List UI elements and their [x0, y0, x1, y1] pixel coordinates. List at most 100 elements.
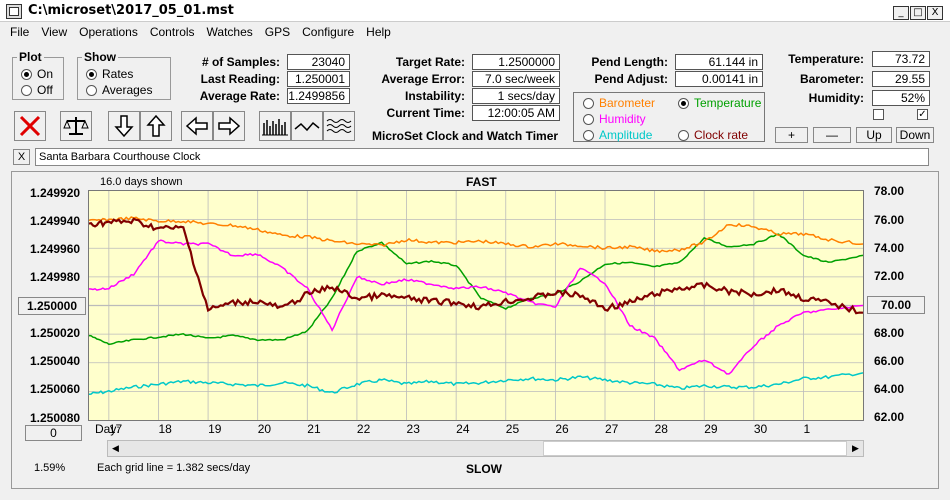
- temperature-option-label: Temperature: [694, 96, 762, 110]
- series-barometer: [88, 216, 864, 254]
- scroll-left-button[interactable]: [181, 111, 213, 141]
- scroll-right-arrow-icon[interactable]: ▶: [852, 443, 859, 453]
- plot-off-radio[interactable]: Off: [21, 82, 63, 98]
- checkbox-checked[interactable]: ✓: [917, 109, 928, 120]
- radio-empty-icon: [678, 129, 689, 141]
- chart-svg: [88, 191, 864, 420]
- show-rates-label: Rates: [102, 67, 134, 81]
- center-env-button[interactable]: 70.00: [867, 296, 925, 314]
- days-shown-label: 16.0 days shown: [100, 176, 183, 188]
- stop-button[interactable]: [14, 111, 46, 141]
- clear-watch-button[interactable]: X: [13, 149, 30, 165]
- wave-graph-button[interactable]: [323, 111, 355, 141]
- left-tick-label: 1.249980: [30, 270, 81, 284]
- minimize-button[interactable]: _: [893, 6, 909, 20]
- maximize-button[interactable]: □: [910, 6, 926, 20]
- scrollbar-thumb[interactable]: [543, 441, 847, 456]
- bar-graph-button[interactable]: [259, 111, 291, 141]
- show-rates-radio[interactable]: Rates: [86, 66, 170, 82]
- left-tick-label: 1.250040: [30, 354, 81, 368]
- close-button[interactable]: X: [927, 6, 943, 20]
- arrow-right-icon: [218, 116, 241, 136]
- line-graph-button[interactable]: [291, 111, 323, 141]
- right-tick-label: 72.00: [874, 269, 905, 283]
- amplitude-option-label: Amplitude: [599, 128, 653, 142]
- menu-help[interactable]: Help: [366, 25, 391, 39]
- center-rate-button[interactable]: 1.250000: [18, 297, 86, 315]
- menu-watches[interactable]: Watches: [206, 25, 253, 39]
- plus-button[interactable]: +: [775, 127, 808, 143]
- temperature-option[interactable]: Temperature: [678, 95, 761, 111]
- day-axis-label: Day:: [95, 422, 120, 436]
- barometer-option[interactable]: Barometer: [583, 95, 655, 111]
- down-button[interactable]: Down: [896, 127, 934, 143]
- day-tick-label: 23: [406, 422, 420, 436]
- bar-graph-icon: [262, 119, 288, 136]
- day-tick-label: 18: [158, 422, 172, 436]
- menu-view[interactable]: View: [41, 25, 68, 39]
- pend-adjust-label: Pend Adjust:: [594, 72, 668, 86]
- average-rate-value: 1.2499856: [287, 88, 350, 104]
- left-tick-label: 1.249920: [30, 186, 81, 200]
- minus-button[interactable]: —: [813, 127, 851, 143]
- menu-file[interactable]: File: [10, 25, 30, 39]
- right-tick-label: 78.00: [874, 184, 905, 198]
- app-subtitle: MicroSet Clock and Watch Timer: [372, 129, 559, 143]
- average-error-value: 7.0 sec/week: [472, 71, 560, 87]
- menu-bar: File View Operations Controls Watches GP…: [0, 22, 950, 42]
- menu-operations[interactable]: Operations: [79, 25, 138, 39]
- watch-name-field[interactable]: Santa Barbara Courthouse Clock: [35, 148, 929, 166]
- target-rate-value: 1.2500000: [472, 54, 560, 70]
- amplitude-option[interactable]: Amplitude: [583, 127, 652, 143]
- show-averages-label: Averages: [102, 83, 153, 97]
- samples-label: # of Samples:: [201, 55, 280, 69]
- temperature-label: Temperature:: [788, 52, 864, 66]
- menu-controls[interactable]: Controls: [149, 25, 195, 39]
- show-group-legend: Show: [84, 50, 116, 64]
- humidity-option[interactable]: Humidity: [583, 111, 646, 127]
- pend-length-value: 61.144 in: [675, 54, 763, 70]
- show-averages-radio[interactable]: Averages: [86, 82, 170, 98]
- radio-empty-icon: [86, 84, 97, 96]
- series-temperature: [88, 233, 864, 346]
- zero-button[interactable]: 0: [25, 425, 82, 441]
- series-humidity: [88, 239, 864, 375]
- plot-off-label: Off: [37, 83, 53, 97]
- grid-note: Each grid line = 1.382 secs/day: [97, 462, 251, 474]
- menu-configure[interactable]: Configure: [302, 25, 355, 39]
- plot-on-label: On: [37, 67, 54, 81]
- right-tick-label: 64.00: [874, 382, 905, 396]
- barometer-label: Barometer:: [799, 72, 864, 86]
- samples-value: 23040: [287, 54, 350, 70]
- right-tick-label: 74.00: [874, 241, 905, 255]
- decrease-button[interactable]: [108, 111, 140, 141]
- day-tick-label: 17: [108, 422, 123, 436]
- increase-button[interactable]: [140, 111, 172, 141]
- target-rate-label: Target Rate:: [395, 55, 465, 69]
- radio-empty-icon: [583, 97, 594, 109]
- radio-selected-icon: [21, 68, 32, 80]
- right-tick-label: 66.00: [874, 354, 905, 368]
- left-tick-label: 1.249940: [30, 214, 81, 228]
- instability-label: Instability:: [404, 89, 465, 103]
- instability-value: 1 secs/day: [472, 88, 560, 104]
- menu-gps[interactable]: GPS: [264, 25, 291, 39]
- radio-selected-icon: [678, 97, 689, 109]
- day-tick-label: 20: [257, 422, 272, 436]
- red-x-icon: [19, 115, 41, 137]
- pend-adjust-value: 0.00141 in: [675, 71, 763, 87]
- day-tick-label: 29: [704, 422, 718, 436]
- plot-on-radio[interactable]: On: [21, 66, 63, 82]
- last-reading-value: 1.250001: [287, 71, 350, 87]
- scroll-left-arrow-icon[interactable]: ◀: [112, 443, 119, 453]
- day-tick-label: 22: [356, 422, 371, 436]
- left-tick-label: 1.250080: [30, 411, 81, 425]
- scroll-right-button[interactable]: [213, 111, 245, 141]
- graph-options-box: [573, 92, 765, 142]
- up-button[interactable]: Up: [856, 127, 892, 143]
- day-tick-label: 27: [605, 422, 619, 436]
- clockrate-option[interactable]: Clock rate: [678, 127, 748, 143]
- day-tick-label: 24: [456, 422, 470, 436]
- checkbox-unchecked[interactable]: [873, 109, 884, 120]
- balance-button[interactable]: [60, 111, 92, 141]
